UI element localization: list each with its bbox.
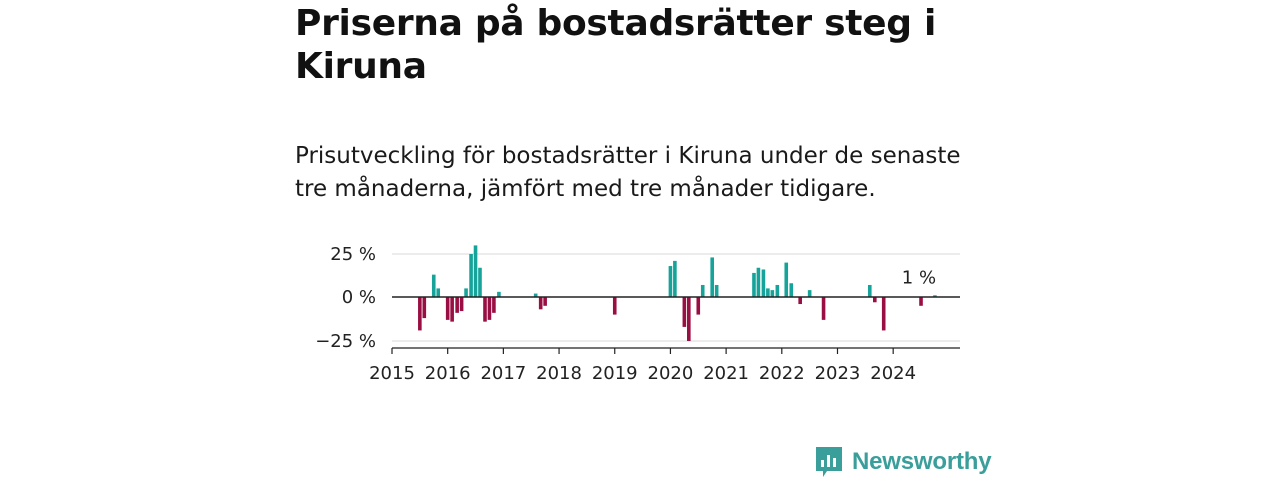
last-value-annotation: 1 % [902,267,936,288]
data-bar [459,297,464,312]
data-bar [445,297,450,320]
bar-chart: 25 % 0 % −25 % 2015 2016 2017 2018 2019 2020 2021… [315,244,960,384]
y-tick-label: 0 % [342,287,376,308]
y-tick-label: 25 % [330,244,376,265]
chart-title: Priserna på bostadsrätter steg i Kiruna [295,3,937,87]
data-bar [450,297,454,322]
data-bar [789,283,794,297]
data-bar [492,297,496,313]
data-bar [436,288,441,297]
x-tick-label: 2018 [536,363,582,384]
data-bar [933,295,937,297]
x-tick-label: 2021 [703,363,749,384]
data-bar [775,284,780,297]
brand-name: Newsworthy [852,448,992,475]
data-bar [473,245,478,297]
data-bar [455,297,459,313]
data-bar [696,297,701,315]
data-bar [497,291,501,297]
data-bar [687,297,691,341]
data-bar [752,272,756,297]
data-bar [483,297,487,322]
y-tick-label: −25 % [315,331,376,352]
x-tick-label: 2017 [480,363,526,384]
chart-subtitle: Prisutveckling för bostadsrätter i Kirun… [295,143,961,202]
data-bar [881,297,886,331]
x-tick-label: 2022 [759,363,805,384]
data-bar [612,297,617,315]
data-bar [682,297,687,327]
x-tick-label: 2015 [369,363,415,384]
data-bar [873,297,877,303]
data-bar [464,288,468,297]
data-bar [761,269,766,297]
data-bar [478,267,482,297]
x-tick-label: 2020 [648,363,694,384]
newsworthy-brand: Newsworthy [814,444,992,480]
data-bar [784,262,789,297]
data-bar [538,297,543,310]
data-bar [673,260,677,297]
data-bar [431,274,436,297]
data-bar [418,297,422,331]
data-bar [714,284,719,297]
data-bar [770,290,775,297]
data-bar [756,267,761,297]
data-bar [487,297,492,320]
data-bar [807,290,812,297]
data-bar [710,257,714,297]
data-bar [668,266,673,297]
data-bar [798,297,802,305]
x-tick-label: 2019 [592,363,638,384]
x-tick-label: 2023 [815,363,861,384]
x-tick-label: 2016 [425,363,471,384]
data-bar [867,284,872,297]
data-bar [821,297,826,320]
data-bar [422,297,427,319]
data-bar [766,288,770,297]
data-bar [700,284,705,297]
x-tick-label: 2024 [870,363,916,384]
newsworthy-logo-icon [816,447,842,477]
data-bar [543,297,547,306]
data-bar [469,254,473,297]
data-bar [533,293,538,297]
data-bar [919,297,923,306]
